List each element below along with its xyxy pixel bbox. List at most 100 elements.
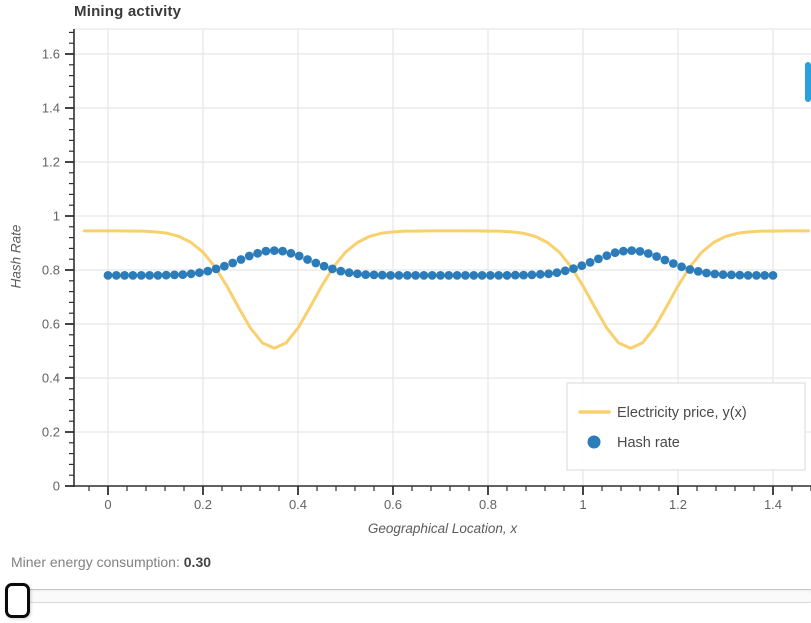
x-tick-label: 0.8 xyxy=(479,497,497,512)
hash-rate-dot xyxy=(411,271,420,280)
hash-rate-dot xyxy=(444,271,454,280)
hash-rate-dot xyxy=(361,270,371,279)
hash-rate-dot xyxy=(494,271,504,280)
legend-box xyxy=(566,382,806,471)
hash-rate-dot xyxy=(577,261,587,271)
y-tick-label: 0.6 xyxy=(42,317,60,332)
x-tick-label: 0 xyxy=(104,497,111,512)
hash-rate-dot xyxy=(677,262,686,272)
x-tick-label: 1.2 xyxy=(669,497,687,512)
x-tick-label: 0.2 xyxy=(194,497,212,512)
y-axis-title: Hash Rate xyxy=(8,224,24,289)
hash-rate-dot xyxy=(668,259,678,268)
hash-rate-dot xyxy=(120,271,129,280)
hash-rate-dot xyxy=(311,258,321,268)
y-tick-label: 0.8 xyxy=(42,263,60,278)
hash-rate-dot xyxy=(211,264,221,274)
slider-value: 0.30 xyxy=(183,554,212,570)
hash-rate-dot xyxy=(685,265,695,274)
hash-rate-dot xyxy=(136,271,146,280)
hash-rate-dot xyxy=(535,269,545,279)
plot-area: 0 0.2 0.4 0.6 0.8 1 1.2 1.4 0 0.2 0.4 0.6 0.8 1 1.2 1.4… xyxy=(42,28,811,512)
hash-rate-dot xyxy=(743,271,753,280)
hash-rate-dot xyxy=(619,246,628,256)
hash-rate-dot xyxy=(652,252,661,261)
x-tick-label: 1 xyxy=(579,497,586,512)
hash-rate-dot xyxy=(178,270,188,279)
hash-rate-dot xyxy=(153,271,163,280)
y-tick-label: 1.4 xyxy=(42,101,60,116)
hash-rate-dot xyxy=(328,264,337,274)
y-tick-label: 1 xyxy=(53,209,60,224)
x-axis-title: Geographical Location, x xyxy=(367,521,518,536)
hash-rate-dot xyxy=(469,271,479,280)
hash-rate-dot xyxy=(402,271,412,280)
hash-rate-dot xyxy=(544,269,553,279)
hash-rate-dot xyxy=(452,271,462,280)
hash-rate-dot xyxy=(161,270,171,280)
hash-rate-dot xyxy=(510,270,520,280)
slider-caption: Miner energy consumption: 0.30 xyxy=(11,554,211,570)
hash-rate-dot xyxy=(377,270,387,280)
scrollbar-thumb[interactable] xyxy=(805,62,811,102)
hash-rate-dot xyxy=(519,270,528,280)
miner-energy-slider-track[interactable] xyxy=(8,589,811,603)
hash-rate-dot xyxy=(627,246,637,256)
hash-rate-dot xyxy=(170,270,179,280)
hash-rate-dot xyxy=(569,264,578,273)
x-tick-label: 0.4 xyxy=(289,497,307,512)
hash-rate-dot xyxy=(394,271,404,280)
hash-rate-dot xyxy=(244,251,254,261)
hash-rate-dot xyxy=(710,269,720,279)
y-tick-label: 1.2 xyxy=(42,155,60,170)
miner-energy-slider-handle[interactable] xyxy=(5,583,30,618)
hash-rate-dot xyxy=(643,249,653,258)
hash-rate-dot xyxy=(111,271,121,280)
hash-rate-dot xyxy=(203,266,213,276)
hash-rate-dot xyxy=(635,247,645,256)
hash-rate-dot xyxy=(128,271,138,280)
hash-rate-dot xyxy=(228,258,238,268)
hash-rate-dot xyxy=(145,271,155,280)
hash-rate-dot xyxy=(336,266,346,276)
hash-rate-dot xyxy=(594,254,603,264)
hash-rate-dot xyxy=(602,251,612,261)
hash-rate-dot xyxy=(693,267,703,276)
hash-rate-dot xyxy=(286,248,296,258)
hash-rate-dot xyxy=(502,271,512,280)
hash-rate-dot xyxy=(486,271,495,280)
hash-rate-dot xyxy=(702,268,711,278)
hash-rate-dot xyxy=(253,248,262,258)
hash-rate-dot xyxy=(294,251,304,261)
hash-rate-dot xyxy=(303,255,312,264)
hash-rate-dot xyxy=(735,270,745,280)
legend-circle-swatch xyxy=(587,435,601,449)
y-tick-label: 1.6 xyxy=(42,47,60,62)
hash-rate-dot xyxy=(186,269,196,279)
x-tick-label: 1.4 xyxy=(764,497,782,512)
hash-rate-dot xyxy=(369,270,379,280)
hash-rate-dot xyxy=(319,261,329,271)
hash-rate-dot xyxy=(768,271,778,280)
hash-rate-dot xyxy=(610,248,620,258)
hash-rate-dot xyxy=(527,270,537,280)
hash-rate-dot xyxy=(477,271,487,280)
hash-rate-dot xyxy=(718,270,728,279)
hash-rate-dot xyxy=(344,268,354,278)
hash-rate-dot xyxy=(220,261,229,271)
hash-rate-dot xyxy=(419,271,429,280)
hash-rate-dot xyxy=(269,246,279,256)
hash-rate-dot xyxy=(353,269,362,279)
chart-title: Mining activity xyxy=(74,3,182,20)
hash-rate-dot xyxy=(103,271,113,280)
legend-label-hashrate: Hash rate xyxy=(617,435,680,451)
hash-rate-dot xyxy=(261,246,271,256)
slider-label: Miner energy consumption: xyxy=(11,554,184,570)
electricity-price-line xyxy=(82,229,811,350)
hash-rate-dot xyxy=(236,255,246,264)
hash-rate-dot xyxy=(386,271,395,280)
hash-rate-dot xyxy=(760,271,770,280)
hash-rate-dot xyxy=(727,270,736,280)
hash-rate-dot xyxy=(660,255,670,265)
hash-rate-dot xyxy=(461,271,470,280)
